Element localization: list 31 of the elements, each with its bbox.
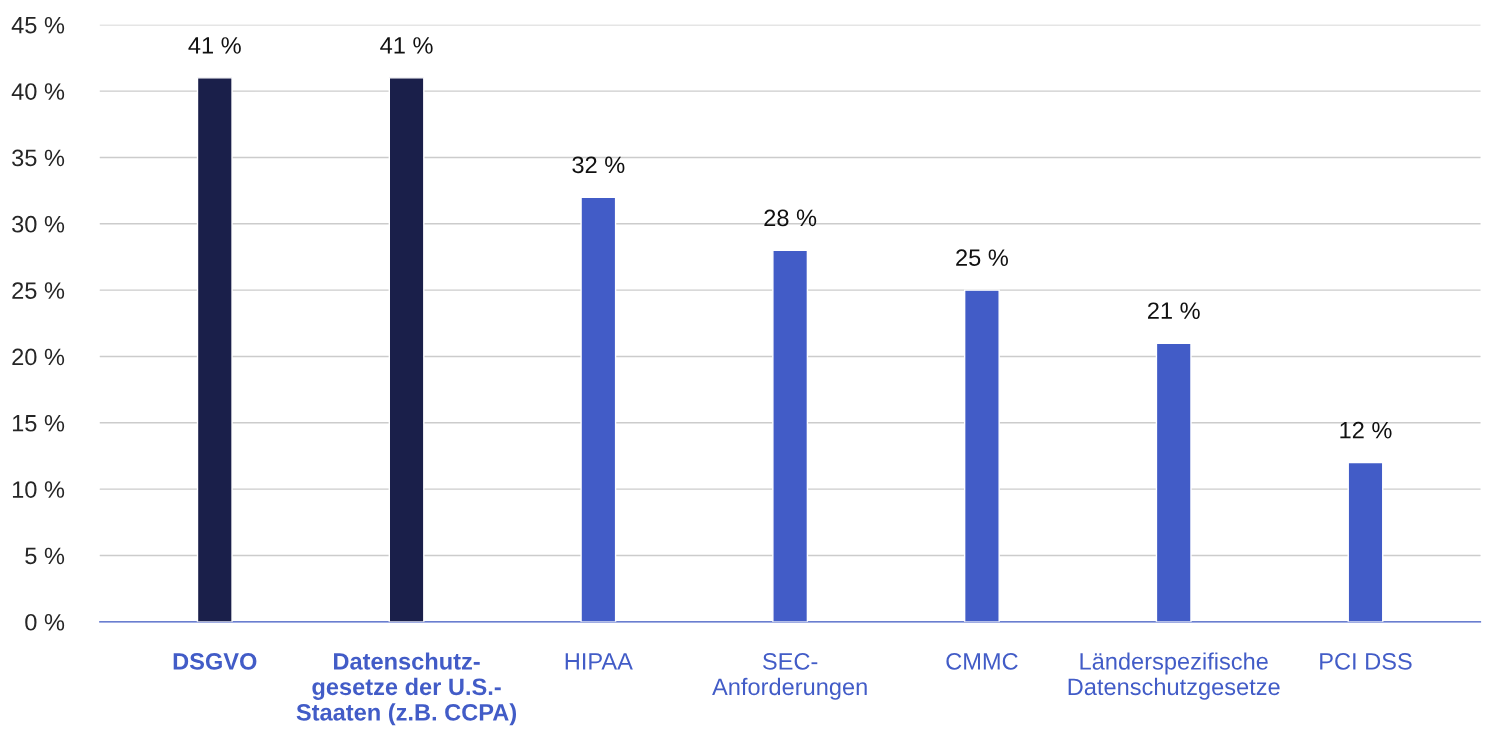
- x-tick-label: DSGVO: [173, 653, 257, 670]
- x-tick-label: PCI DSS: [1320, 653, 1412, 670]
- x-tick-label: HIPAA: [565, 653, 633, 670]
- y-tick-label: 45 %: [11, 16, 65, 34]
- y-tick-label: 35 %: [12, 149, 65, 167]
- bar: [1155, 342, 1192, 622]
- y-tick-label: 0 %: [25, 613, 65, 631]
- y-tick-label: 15 %: [12, 414, 65, 432]
- bar: [1347, 461, 1384, 622]
- y-tick-label: 10 %: [12, 481, 65, 498]
- y-tick-label: 30 %: [12, 215, 65, 233]
- y-tick-label: 40 %: [11, 83, 65, 100]
- y-tick-label: 5 %: [25, 547, 65, 565]
- data-label: 32 %: [572, 156, 625, 174]
- y-tick-label: 25 %: [12, 282, 65, 299]
- x-tick-label: Länderspezifische Datenschutzgesetze: [1068, 652, 1280, 700]
- x-tick-label: Datenschutz- gesetze der U.S.- Staaten (z.B. CCPA): [296, 652, 517, 726]
- data-label: 21 %: [1147, 302, 1200, 319]
- data-label: 41 %: [188, 37, 241, 54]
- data-label: 28 %: [764, 209, 817, 227]
- data-label: 12 %: [1340, 421, 1392, 439]
- bar: [772, 249, 809, 622]
- bar: [388, 77, 425, 622]
- x-tick-label: CMMC: [946, 653, 1018, 670]
- bar: [580, 196, 617, 622]
- bar: [196, 77, 233, 622]
- data-label: 25 %: [956, 249, 1008, 267]
- data-label: 41 %: [380, 37, 433, 54]
- bar: [963, 289, 1000, 622]
- x-tick-label: SEC- Anforderungen: [712, 653, 867, 700]
- y-tick-label: 20 %: [12, 348, 65, 366]
